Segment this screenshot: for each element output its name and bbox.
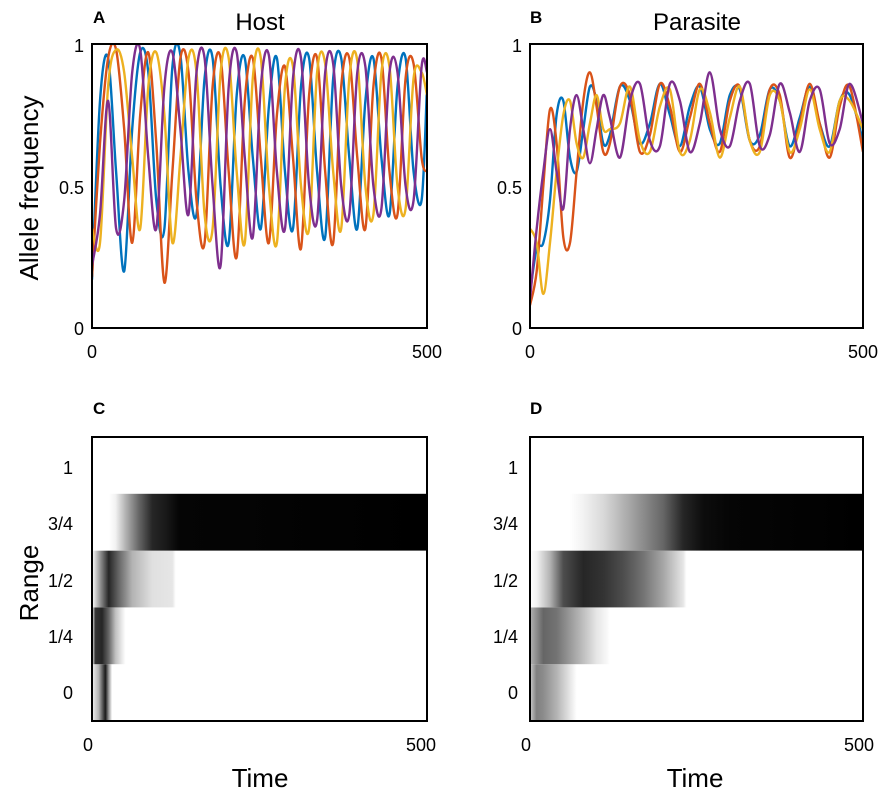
series-line-b-3 [530, 85, 863, 296]
xlabel-time-left: Time [232, 763, 289, 793]
panel-c: C 1 3/4 1/2 1/4 0 0 500 [48, 399, 436, 755]
series-line-a-4 [92, 44, 427, 270]
axes-box-b [529, 43, 864, 329]
heatmap-band-d-3-4 [530, 493, 863, 551]
ylabel-allele-frequency: Allele frequency [14, 96, 44, 281]
ytick-b-0: 0 [512, 319, 522, 339]
plot-area-a [92, 44, 427, 284]
panel-title-parasite: Parasite [653, 9, 741, 36]
ytick-d-3-4: 3/4 [493, 514, 518, 534]
panel-d: D 1 3/4 1/2 1/4 0 0 500 [493, 399, 874, 755]
ytick-a-0.5: 0.5 [59, 178, 84, 198]
heatmap-band-d-1-2 [530, 550, 687, 608]
ytick-a-1: 1 [74, 36, 84, 56]
panel-b: B Parasite 1 0.5 0 0 500 [497, 8, 878, 362]
plot-area-c [92, 493, 427, 721]
ytick-c-1-4: 1/4 [48, 627, 73, 647]
heatmap-band-d-0 [530, 664, 577, 721]
ytick-c-0: 0 [63, 683, 73, 703]
panel-letter-c: C [93, 399, 105, 418]
plot-area-b [530, 71, 863, 306]
ytick-b-1: 1 [512, 36, 522, 56]
axes-box-d [529, 436, 864, 722]
ytick-d-1: 1 [508, 458, 518, 478]
panel-letter-b: B [530, 8, 542, 27]
series-line-b-2 [530, 71, 863, 306]
xlabel-time-right: Time [667, 763, 724, 793]
series-line-a-3 [92, 46, 427, 253]
ytick-d-0: 0 [508, 683, 518, 703]
ytick-b-0.5: 0.5 [497, 178, 522, 198]
plot-area-d [530, 493, 863, 721]
heatmap-band-d-1-4 [530, 607, 610, 665]
heatmap-band-c-0 [92, 664, 113, 721]
panel-a: A Host 1 0.5 0 0 500 [59, 8, 442, 362]
heatmap-band-c-1-2 [92, 550, 176, 608]
xtick-b-500: 500 [848, 342, 878, 362]
axes-box-c [91, 436, 428, 722]
xtick-c-0: 0 [83, 735, 93, 755]
xtick-a-500: 500 [412, 342, 442, 362]
xtick-d-0: 0 [521, 735, 531, 755]
panel-letter-d: D [530, 399, 542, 418]
heatmap-band-c-3-4 [92, 493, 427, 551]
panel-letter-a: A [93, 8, 105, 27]
xtick-d-500: 500 [844, 735, 874, 755]
series-line-a-1 [92, 44, 427, 280]
ytick-d-1-2: 1/2 [493, 571, 518, 591]
axes-box-a [91, 43, 428, 329]
heatmap-band-c-1-4 [92, 607, 126, 665]
ytick-a-0: 0 [74, 319, 84, 339]
ytick-c-3-4: 3/4 [48, 514, 73, 534]
panel-title-host: Host [235, 9, 285, 36]
ylabel-range: Range [14, 545, 44, 622]
xtick-b-0: 0 [525, 342, 535, 362]
xtick-c-500: 500 [406, 735, 436, 755]
series-line-b-4 [530, 71, 863, 300]
xtick-a-0: 0 [87, 342, 97, 362]
ytick-c-1-2: 1/2 [48, 571, 73, 591]
ytick-d-1-4: 1/4 [493, 627, 518, 647]
ytick-c-1: 1 [63, 458, 73, 478]
